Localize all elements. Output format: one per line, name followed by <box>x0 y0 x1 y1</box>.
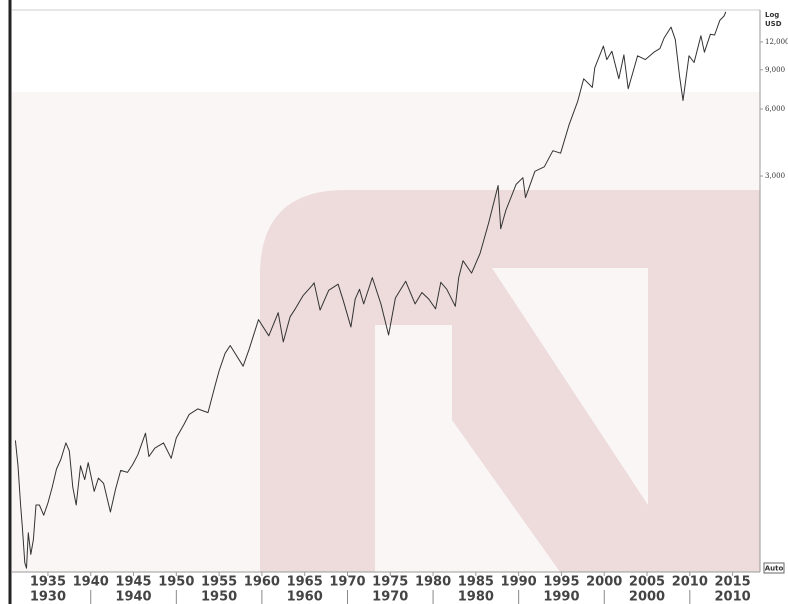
x-tick-label: 1940 <box>73 575 109 590</box>
y-tick-label: 9,000 <box>765 66 785 74</box>
x-tick-label: 2005 <box>629 575 665 590</box>
x-tick-label: 1985 <box>458 575 494 590</box>
decade-label: 1940 <box>115 590 151 604</box>
x-tick-label: 1945 <box>115 575 151 590</box>
x-tick-label: 1990 <box>501 575 537 590</box>
decade-label: 1950 <box>201 590 237 604</box>
x-tick-label: 2000 <box>586 575 622 590</box>
auto-button[interactable] <box>763 562 785 574</box>
decade-label: 1990 <box>543 590 579 604</box>
decade-label: 1930 <box>30 590 66 604</box>
auto-button-label[interactable]: Auto <box>765 565 784 573</box>
x-tick-label: 1980 <box>415 575 451 590</box>
decade-label: 1960 <box>287 590 323 604</box>
x-tick-label: 1960 <box>244 575 280 590</box>
x-tick-label: 1950 <box>158 575 194 590</box>
x-tick-label: 1935 <box>30 575 66 590</box>
y-axis-label: USD <box>765 20 782 28</box>
decade-label: 2000 <box>629 590 665 604</box>
x-tick-label: 2015 <box>715 575 751 590</box>
y-tick-label: 3,000 <box>765 172 785 180</box>
price-line <box>14 11 727 569</box>
x-tick-label: 2010 <box>672 575 708 590</box>
decade-label: 1970 <box>372 590 408 604</box>
x-tick-label: 1995 <box>543 575 579 590</box>
y-axis-label: Log <box>765 11 779 19</box>
x-tick-label: 1970 <box>329 575 365 590</box>
x-tick-label: 1965 <box>287 575 323 590</box>
y-tick-label: 6,000 <box>765 105 785 113</box>
decade-label: 1980 <box>458 590 494 604</box>
x-tick-label: 1955 <box>201 575 237 590</box>
decade-label: 2010 <box>715 590 751 604</box>
x-tick-label: 1975 <box>372 575 408 590</box>
watermark-cutout <box>492 268 648 505</box>
watermark-cutout <box>375 325 560 572</box>
y-tick-label: 12,000 <box>765 38 788 46</box>
